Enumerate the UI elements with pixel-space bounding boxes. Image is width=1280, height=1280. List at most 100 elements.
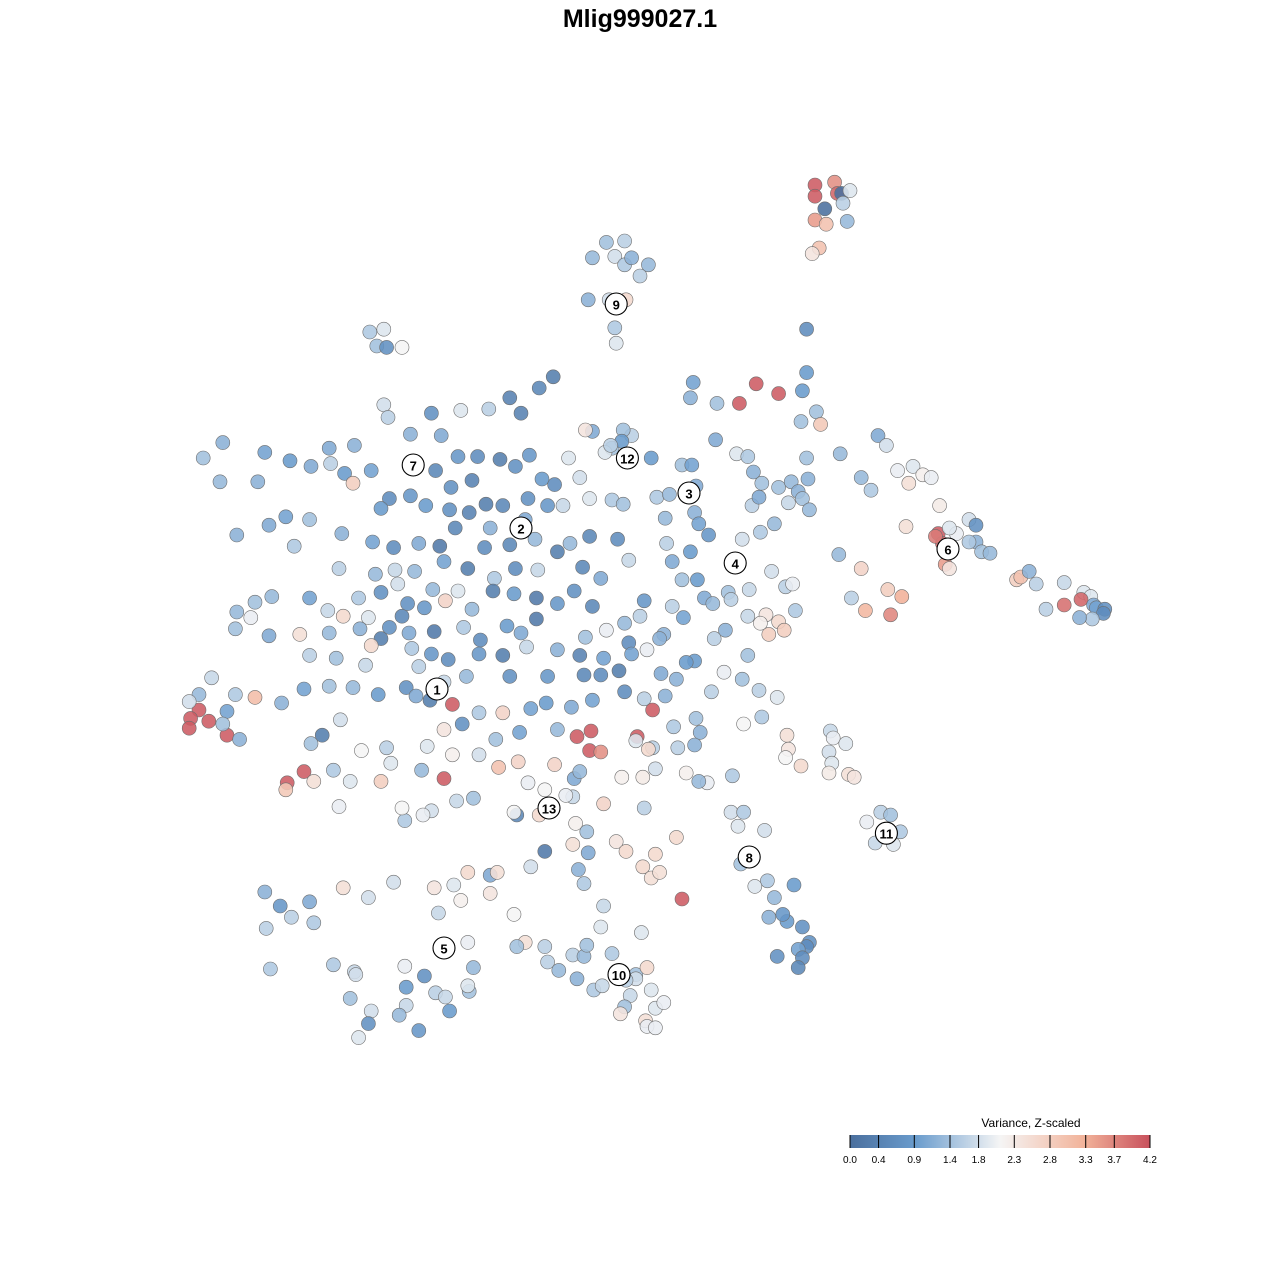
data-point <box>398 680 414 695</box>
data-point <box>247 690 263 705</box>
data-point <box>335 608 351 624</box>
data-point <box>569 729 585 744</box>
data-point <box>582 491 597 506</box>
data-point <box>508 459 523 474</box>
cluster-label-text: 4 <box>732 557 740 572</box>
data-point <box>652 631 667 646</box>
data-point <box>362 324 378 340</box>
data-point <box>466 790 481 806</box>
data-point <box>576 876 592 891</box>
data-point <box>510 754 526 770</box>
data-point <box>1056 597 1072 613</box>
data-point <box>883 607 898 623</box>
data-point <box>471 646 487 662</box>
data-point <box>418 498 434 513</box>
data-point <box>440 652 456 667</box>
data-point <box>795 383 810 399</box>
data-point <box>426 624 442 639</box>
data-point <box>701 527 716 543</box>
data-point <box>391 1007 407 1023</box>
data-point <box>417 600 432 616</box>
data-point <box>870 428 886 443</box>
data-point <box>303 459 319 474</box>
data-point <box>417 968 432 984</box>
data-point <box>580 292 596 308</box>
data-point <box>639 642 655 658</box>
data-point <box>634 925 649 940</box>
data-point <box>351 1030 366 1045</box>
data-point <box>334 526 350 541</box>
data-point <box>769 690 785 705</box>
data-point <box>382 620 397 635</box>
data-point <box>522 447 537 463</box>
data-point <box>520 491 536 506</box>
data-point <box>639 960 655 975</box>
data-point <box>261 517 277 533</box>
legend-tick-label: 1.8 <box>972 1155 986 1166</box>
data-point <box>547 477 562 492</box>
cluster-label-10: 10 <box>607 963 631 987</box>
data-point <box>832 446 848 462</box>
data-point <box>569 971 585 987</box>
data-point <box>641 257 656 273</box>
data-point <box>760 873 775 889</box>
data-point <box>1072 610 1087 625</box>
legend-tick-label: 0.4 <box>872 1155 886 1166</box>
data-point <box>529 590 544 606</box>
cluster-label-12: 12 <box>615 446 639 470</box>
data-point <box>487 571 502 586</box>
data-point <box>351 590 366 606</box>
data-point <box>691 774 707 789</box>
data-point <box>404 641 420 656</box>
data-point <box>278 782 294 798</box>
data-point <box>321 440 337 456</box>
cluster-label-text: 6 <box>944 543 951 558</box>
data-point <box>562 536 578 551</box>
data-point <box>676 610 691 625</box>
data-point <box>736 804 751 820</box>
cluster-label-circle <box>737 845 761 869</box>
data-point <box>513 625 529 641</box>
legend-tick-label: 0.9 <box>907 1155 921 1166</box>
data-point <box>411 1023 427 1038</box>
data-point <box>383 755 399 771</box>
data-point <box>593 744 609 760</box>
data-point <box>568 816 583 831</box>
data-point <box>250 474 266 490</box>
data-point <box>835 195 851 211</box>
data-point <box>363 463 379 478</box>
data-point <box>594 978 610 994</box>
data-point <box>482 520 498 536</box>
data-point <box>558 788 574 803</box>
cluster-label-circle <box>401 453 425 477</box>
data-point <box>716 664 732 680</box>
data-point <box>596 650 611 666</box>
data-point <box>1073 592 1089 607</box>
data-point <box>747 879 763 894</box>
data-point <box>669 671 684 687</box>
data-point <box>596 796 611 812</box>
data-point <box>968 517 984 533</box>
data-point <box>648 846 663 862</box>
data-point <box>323 456 338 471</box>
data-point <box>611 663 627 679</box>
data-point <box>678 655 694 670</box>
data-point <box>657 510 673 526</box>
cluster-label-13: 13 <box>537 796 561 820</box>
cluster-label-circle <box>425 677 449 701</box>
cluster-label-text: 12 <box>620 452 634 467</box>
data-point <box>708 432 723 448</box>
data-point <box>585 599 600 614</box>
data-point <box>506 586 522 602</box>
data-point <box>753 524 768 540</box>
data-point <box>793 414 809 429</box>
data-point <box>781 495 796 511</box>
data-point <box>520 775 536 791</box>
cluster-label-3: 3 <box>677 481 701 505</box>
data-point <box>499 618 515 634</box>
data-point <box>471 747 487 763</box>
data-point <box>1038 601 1054 617</box>
data-point <box>302 590 317 606</box>
data-point <box>802 502 817 518</box>
data-point <box>274 695 289 711</box>
